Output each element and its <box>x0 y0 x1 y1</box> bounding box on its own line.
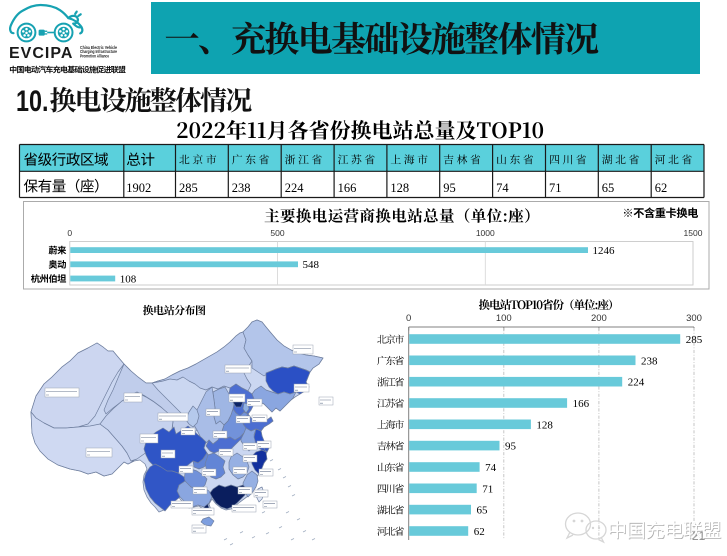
svg-text:128: 128 <box>390 181 409 195</box>
svg-text:62: 62 <box>655 181 668 195</box>
svg-text:238: 238 <box>232 181 251 195</box>
svg-text:Promotion Alliance: Promotion Alliance <box>80 53 109 58</box>
svg-text:71: 71 <box>549 181 562 195</box>
svg-text:1902: 1902 <box>126 181 151 195</box>
svg-text:100: 100 <box>496 313 512 324</box>
svg-text:95: 95 <box>505 441 517 453</box>
svg-text:285: 285 <box>686 334 703 346</box>
svg-text:EVCIPA: EVCIPA <box>9 45 73 62</box>
svg-text:Charging Infrastructure: Charging Infrastructure <box>80 49 117 54</box>
svg-text:China Electric Vehicle: China Electric Vehicle <box>80 45 117 50</box>
svg-text:500: 500 <box>270 228 284 238</box>
svg-text:238: 238 <box>641 355 658 367</box>
svg-text:166: 166 <box>573 398 590 410</box>
svg-text:0: 0 <box>67 228 72 238</box>
svg-text:74: 74 <box>485 462 497 474</box>
svg-text:548: 548 <box>303 259 320 271</box>
svg-text:285: 285 <box>179 181 198 195</box>
svg-text:200: 200 <box>591 313 607 324</box>
svg-text:62: 62 <box>474 526 485 538</box>
svg-text:0: 0 <box>406 313 411 324</box>
svg-text:65: 65 <box>602 181 615 195</box>
svg-text:224: 224 <box>285 181 305 195</box>
svg-text:74: 74 <box>496 181 509 195</box>
svg-text:1246: 1246 <box>593 245 616 257</box>
svg-text:1000: 1000 <box>476 228 495 238</box>
svg-text:10.: 10. <box>16 84 49 117</box>
svg-text:166: 166 <box>338 181 357 195</box>
svg-text:95: 95 <box>443 181 456 195</box>
svg-text:224: 224 <box>628 377 645 389</box>
svg-text:128: 128 <box>536 419 553 431</box>
svg-text:108: 108 <box>120 273 137 285</box>
svg-text:65: 65 <box>477 505 489 517</box>
svg-text:1500: 1500 <box>684 228 703 238</box>
svg-text:71: 71 <box>482 483 493 495</box>
svg-text:300: 300 <box>686 313 702 324</box>
